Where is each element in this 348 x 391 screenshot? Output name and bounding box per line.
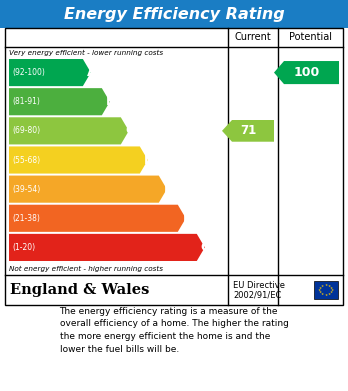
- Text: C: C: [125, 124, 134, 137]
- Text: (55-68): (55-68): [12, 156, 40, 165]
- Polygon shape: [9, 59, 91, 86]
- Polygon shape: [222, 120, 274, 142]
- Text: (81-91): (81-91): [12, 97, 40, 106]
- Polygon shape: [9, 234, 205, 261]
- Text: Not energy efficient - higher running costs: Not energy efficient - higher running co…: [9, 266, 163, 272]
- Polygon shape: [9, 205, 186, 232]
- Text: Very energy efficient - lower running costs: Very energy efficient - lower running co…: [9, 50, 163, 56]
- Text: 2002/91/EC: 2002/91/EC: [233, 291, 282, 300]
- Text: 71: 71: [240, 124, 256, 137]
- Text: ★: ★: [331, 288, 334, 292]
- Text: (69-80): (69-80): [12, 126, 40, 135]
- Text: ★: ★: [318, 288, 321, 292]
- Text: (39-54): (39-54): [12, 185, 40, 194]
- Text: Potential: Potential: [289, 32, 332, 43]
- Text: Current: Current: [235, 32, 271, 43]
- Text: ★: ★: [319, 290, 322, 294]
- Text: ★: ★: [321, 292, 324, 296]
- Text: (92-100): (92-100): [12, 68, 45, 77]
- Text: E: E: [164, 183, 172, 196]
- Polygon shape: [9, 176, 167, 203]
- Polygon shape: [274, 61, 339, 84]
- Text: A: A: [87, 66, 97, 79]
- Bar: [314, 281, 338, 299]
- Text: G: G: [201, 241, 211, 254]
- Text: D: D: [144, 154, 154, 167]
- Text: 100: 100: [293, 66, 319, 79]
- Polygon shape: [9, 88, 110, 115]
- Text: Energy Efficiency Rating: Energy Efficiency Rating: [64, 7, 284, 22]
- Text: ★: ★: [324, 283, 327, 287]
- Text: ★: ★: [321, 284, 324, 288]
- Text: EU Directive: EU Directive: [233, 282, 285, 291]
- Text: ★: ★: [324, 292, 327, 296]
- Polygon shape: [9, 146, 148, 174]
- Text: ★: ★: [328, 292, 331, 296]
- Text: (21-38): (21-38): [12, 214, 40, 223]
- Text: The energy efficiency rating is a measure of the
overall efficiency of a home. T: The energy efficiency rating is a measur…: [60, 307, 288, 353]
- Text: ★: ★: [328, 284, 331, 288]
- Text: B: B: [106, 95, 116, 108]
- Text: F: F: [183, 212, 191, 225]
- Text: England & Wales: England & Wales: [10, 283, 149, 297]
- Polygon shape: [9, 117, 129, 144]
- Bar: [5, 28, 343, 305]
- Text: ★: ★: [319, 286, 322, 290]
- Text: ★: ★: [330, 286, 333, 290]
- Bar: [0, 0, 348, 28]
- Text: (1-20): (1-20): [12, 243, 35, 252]
- Text: ★: ★: [330, 290, 333, 294]
